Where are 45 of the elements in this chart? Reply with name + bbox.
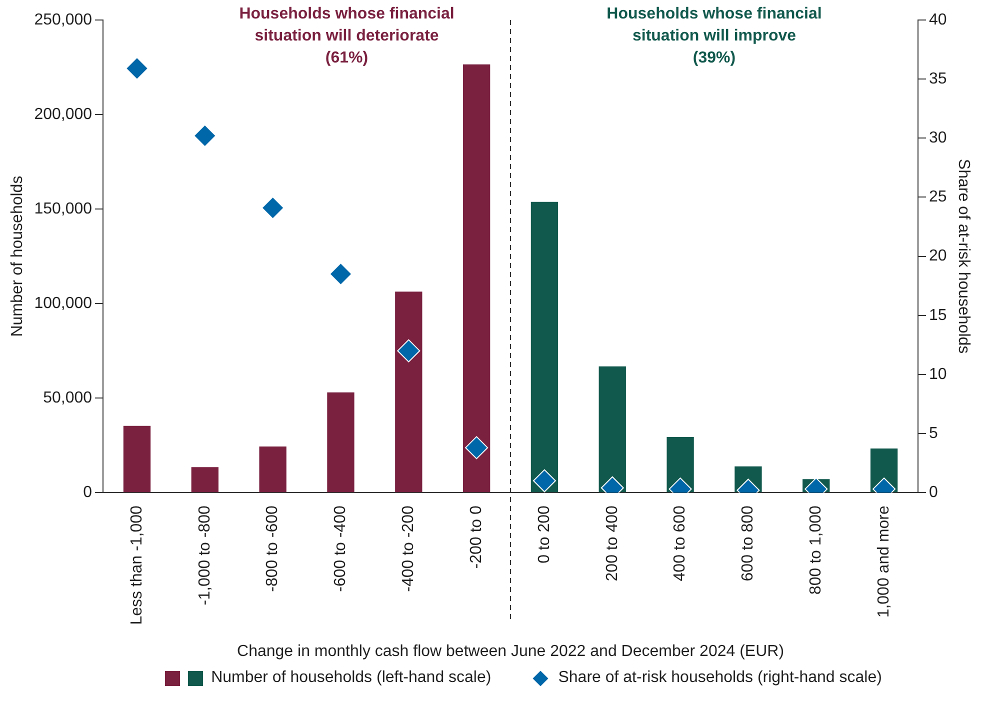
x-tick-label: -600 to -400	[332, 506, 350, 592]
x-tick-label: 600 to 800	[740, 506, 757, 582]
x-tick-label: 0 to 200	[536, 506, 553, 564]
y2-tick-label: 30	[929, 130, 947, 147]
x-tick-label: 400 to 600	[672, 506, 689, 582]
x-tick-label: 200 to 400	[604, 506, 621, 582]
y2-axis-title: Share of at-risk households	[954, 158, 972, 354]
y2-tick-label: 35	[929, 70, 947, 88]
bar	[598, 366, 626, 492]
bar	[191, 467, 218, 492]
x-tick-label: Less than -1,000	[128, 506, 146, 625]
y2-tick-label: 5	[929, 424, 938, 442]
legend-label: Number of households (left-hand scale)	[211, 669, 492, 687]
point	[193, 124, 216, 148]
y-axis-title: Number of households	[9, 176, 26, 337]
annotation: Households whose financial situation will deteriorate (61%)	[239, 5, 454, 66]
legend-label: Share of at-risk households (right-hand scale)	[558, 669, 882, 687]
point	[261, 196, 284, 220]
x-tick-label: -800 to -600	[264, 506, 282, 592]
y2-tick-label: 10	[929, 366, 947, 383]
x-tick-label: 1,000 and more	[875, 506, 892, 618]
x-tick-label: 800 to 1,000	[808, 506, 825, 595]
annotation: Households whose financial situation will improve (39%)	[606, 5, 822, 66]
point	[125, 56, 148, 80]
y2-tick-label: 40	[929, 11, 947, 28]
y-tick-label: 50,000	[43, 389, 92, 406]
y2-tick-label: 0	[929, 484, 938, 502]
bar	[327, 392, 354, 492]
bar	[259, 446, 286, 492]
y-tick-label: 150,000	[34, 200, 92, 218]
x-axis-title: Change in monthly cash flow between June 2022 and December 2024 (EUR)	[237, 642, 784, 660]
y-tick-label: 100,000	[34, 294, 92, 312]
x-tick-label: -400 to -200	[400, 506, 418, 592]
y2-tick-label: 15	[929, 306, 947, 324]
y-tick-label: 0	[83, 484, 92, 502]
x-tick-label: -200 to 0	[468, 506, 485, 569]
bar	[395, 292, 422, 492]
y-tick-label: 250,000	[34, 11, 92, 28]
y-tick-label: 200,000	[34, 106, 92, 123]
x-tick-label: -1,000 to -800	[196, 506, 214, 606]
y2-tick-label: 20	[929, 248, 947, 265]
bar	[462, 64, 490, 492]
bar	[123, 426, 151, 492]
bar	[530, 202, 558, 492]
y2-tick-label: 25	[929, 188, 947, 206]
